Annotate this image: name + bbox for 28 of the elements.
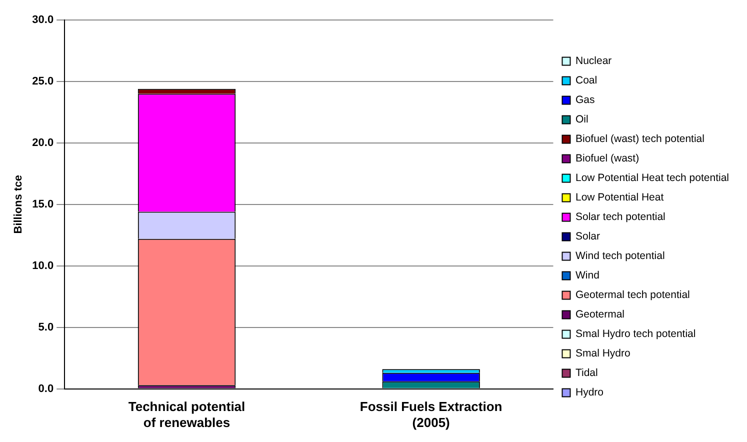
legend-label: Oil <box>575 114 588 126</box>
y-tick-label: 25.0 <box>32 76 54 88</box>
legend-label: Smal Hydro <box>575 348 630 360</box>
legend-label: Coal <box>575 74 598 87</box>
legend-label: Low Potential Heat <box>575 192 664 204</box>
legend-label: Wind <box>575 270 600 282</box>
x-tick-label: Fossil Fuels Extraction (2005) <box>360 399 502 430</box>
y-tick-label: 0.0 <box>38 382 54 395</box>
y-tick-label: 15.0 <box>32 198 54 210</box>
legend-label: Geotermal <box>575 308 625 321</box>
legend-label: Solar <box>575 230 600 243</box>
legend-label: Biofuel (wast) tech potential <box>575 133 704 146</box>
legend-label: Solar tech potential <box>575 211 666 224</box>
x-tick-label: Technical potential of renewables <box>128 399 246 430</box>
legend-label: Wind tech potential <box>575 250 665 262</box>
legend-label: Nuclear <box>575 55 612 68</box>
legend-label: Gas <box>575 94 595 106</box>
legend-label: Geotermal tech potential <box>575 289 690 302</box>
legend-label: Low Potential Heat tech potential <box>575 172 730 184</box>
legend-label: Tidal <box>575 367 598 380</box>
y-tick-label: 20.0 <box>32 136 54 149</box>
y-tick-label: 30.0 <box>32 14 54 26</box>
y-axis-title: Billions tce <box>12 175 25 234</box>
legend-label: Smal Hydro tech potential <box>575 328 696 340</box>
y-tick-label: 5.0 <box>38 321 54 334</box>
y-tick-label: 10.0 <box>32 260 54 272</box>
legend-label: Hydro <box>575 386 604 399</box>
legend-label: Biofuel (wast) <box>575 152 640 165</box>
